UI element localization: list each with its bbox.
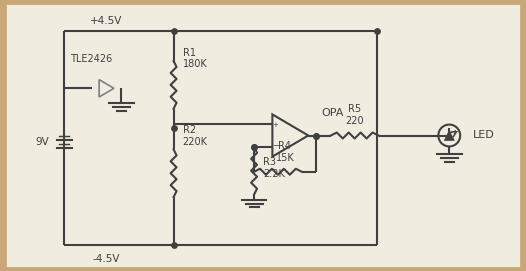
Text: R4
15K: R4 15K bbox=[276, 141, 295, 163]
Point bbox=[312, 133, 320, 138]
Point bbox=[312, 133, 320, 138]
Text: R3
2.2K: R3 2.2K bbox=[263, 157, 285, 179]
Point bbox=[373, 29, 381, 33]
Text: TLE2426: TLE2426 bbox=[70, 53, 113, 63]
Text: −: − bbox=[272, 141, 279, 151]
Text: +: + bbox=[272, 122, 278, 128]
Text: OPA: OPA bbox=[321, 108, 343, 118]
Text: R2
220K: R2 220K bbox=[183, 125, 208, 147]
Point bbox=[169, 126, 178, 130]
Text: LED: LED bbox=[472, 131, 494, 140]
Text: -4.5V: -4.5V bbox=[93, 254, 120, 264]
Text: R5
220: R5 220 bbox=[346, 104, 364, 125]
Text: +4.5V: +4.5V bbox=[90, 16, 123, 26]
Text: R1
180K: R1 180K bbox=[183, 48, 207, 69]
Polygon shape bbox=[444, 131, 454, 140]
Point bbox=[250, 145, 258, 149]
Text: 9V: 9V bbox=[35, 137, 49, 147]
Point bbox=[169, 243, 178, 247]
Point bbox=[169, 29, 178, 33]
Point bbox=[250, 145, 258, 149]
